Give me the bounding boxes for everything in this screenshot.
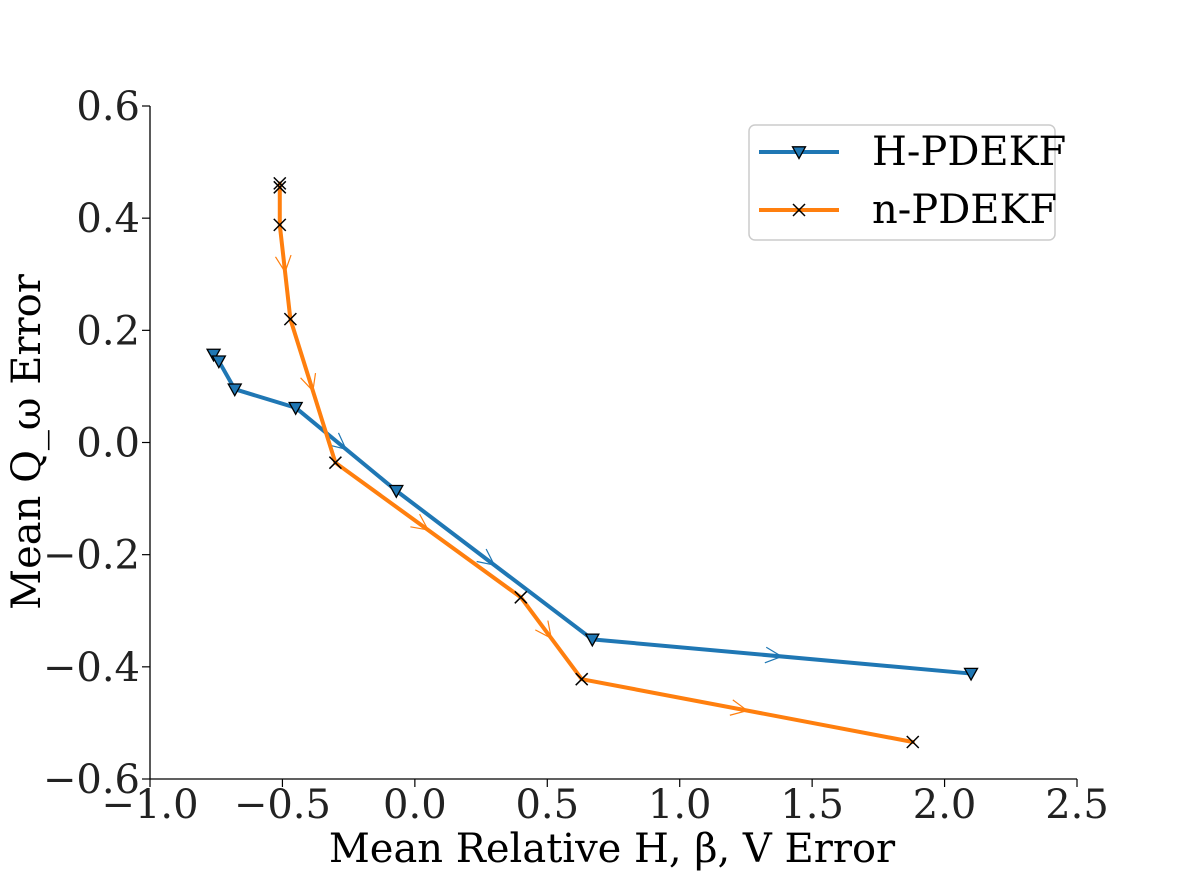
marker-stroke <box>273 176 287 190</box>
x-tick-label: 2.0 <box>913 782 977 828</box>
legend-item: n-PDEKF <box>759 187 1057 233</box>
data-point <box>906 735 920 749</box>
direction-arrow <box>729 699 749 716</box>
data-point <box>963 667 979 682</box>
data-point <box>273 176 287 190</box>
plot-area <box>205 176 979 749</box>
direction-arrow <box>476 548 496 566</box>
marker-stroke <box>283 312 297 326</box>
x-tick-label: 0.0 <box>383 782 447 828</box>
legend-label: H-PDEKF <box>872 129 1066 175</box>
x-tick-label: −1.0 <box>101 782 198 828</box>
legend-item: H-PDEKF <box>759 129 1066 175</box>
data-point <box>514 590 528 604</box>
direction-arrow <box>300 373 317 393</box>
marker-stroke <box>906 735 920 749</box>
data-point <box>283 312 297 326</box>
legend-marker <box>792 203 806 217</box>
marker-stroke <box>273 218 287 232</box>
data-point <box>584 633 600 648</box>
direction-arrow <box>410 513 430 531</box>
data-point <box>273 180 287 194</box>
marker-stroke <box>273 180 287 194</box>
y-tick-label: 0.0 <box>76 421 140 467</box>
direction-arrow <box>328 432 348 451</box>
marker-stroke <box>514 590 528 604</box>
data-point <box>205 348 222 363</box>
y-tick-label: −0.2 <box>43 533 140 579</box>
x-tick-label: 1.5 <box>780 782 844 828</box>
series-n-pdekf <box>273 176 920 749</box>
y-tick-label: 0.2 <box>76 308 140 354</box>
x-axis-label: Mean Relative H, β, V Error <box>329 826 896 872</box>
y-tick-label: 0.4 <box>76 196 140 242</box>
legend: H-PDEKF n-PDEKF <box>748 124 1066 241</box>
y-tick-label: −0.6 <box>43 757 140 803</box>
y-axis-ticks: −0.6 −0.4 −0.2 0.0 0.2 0.4 0.6 <box>43 84 150 803</box>
legend-marker <box>791 146 807 160</box>
y-axis-label: Mean Q_ω Error <box>4 273 50 610</box>
x-tick-label: −0.5 <box>234 782 331 828</box>
series-line <box>211 352 974 676</box>
data-point <box>575 672 589 686</box>
y-tick-label: −0.4 <box>43 645 140 691</box>
x-tick-label: 2.5 <box>1045 782 1109 828</box>
y-tick-label: 0.6 <box>76 84 140 130</box>
marker-stroke <box>328 456 342 470</box>
x-tick-label: 0.5 <box>515 782 579 828</box>
marker-stroke <box>792 203 806 217</box>
data-point <box>211 355 227 370</box>
marker-stroke <box>575 672 589 686</box>
direction-arrow <box>274 254 292 274</box>
x-tick-label: 1.0 <box>648 782 712 828</box>
series-h-pdekf <box>205 348 979 682</box>
data-point <box>328 456 342 470</box>
data-point <box>273 218 287 232</box>
data-point <box>288 401 304 416</box>
direction-arrow <box>535 620 553 640</box>
direction-arrow <box>764 646 784 664</box>
legend-label: n-PDEKF <box>872 187 1057 233</box>
data-point <box>388 484 404 499</box>
x-axis-ticks: −1.0 −0.5 0.0 0.5 1.0 1.5 2.0 2.5 <box>101 779 1109 828</box>
data-point <box>227 383 243 398</box>
